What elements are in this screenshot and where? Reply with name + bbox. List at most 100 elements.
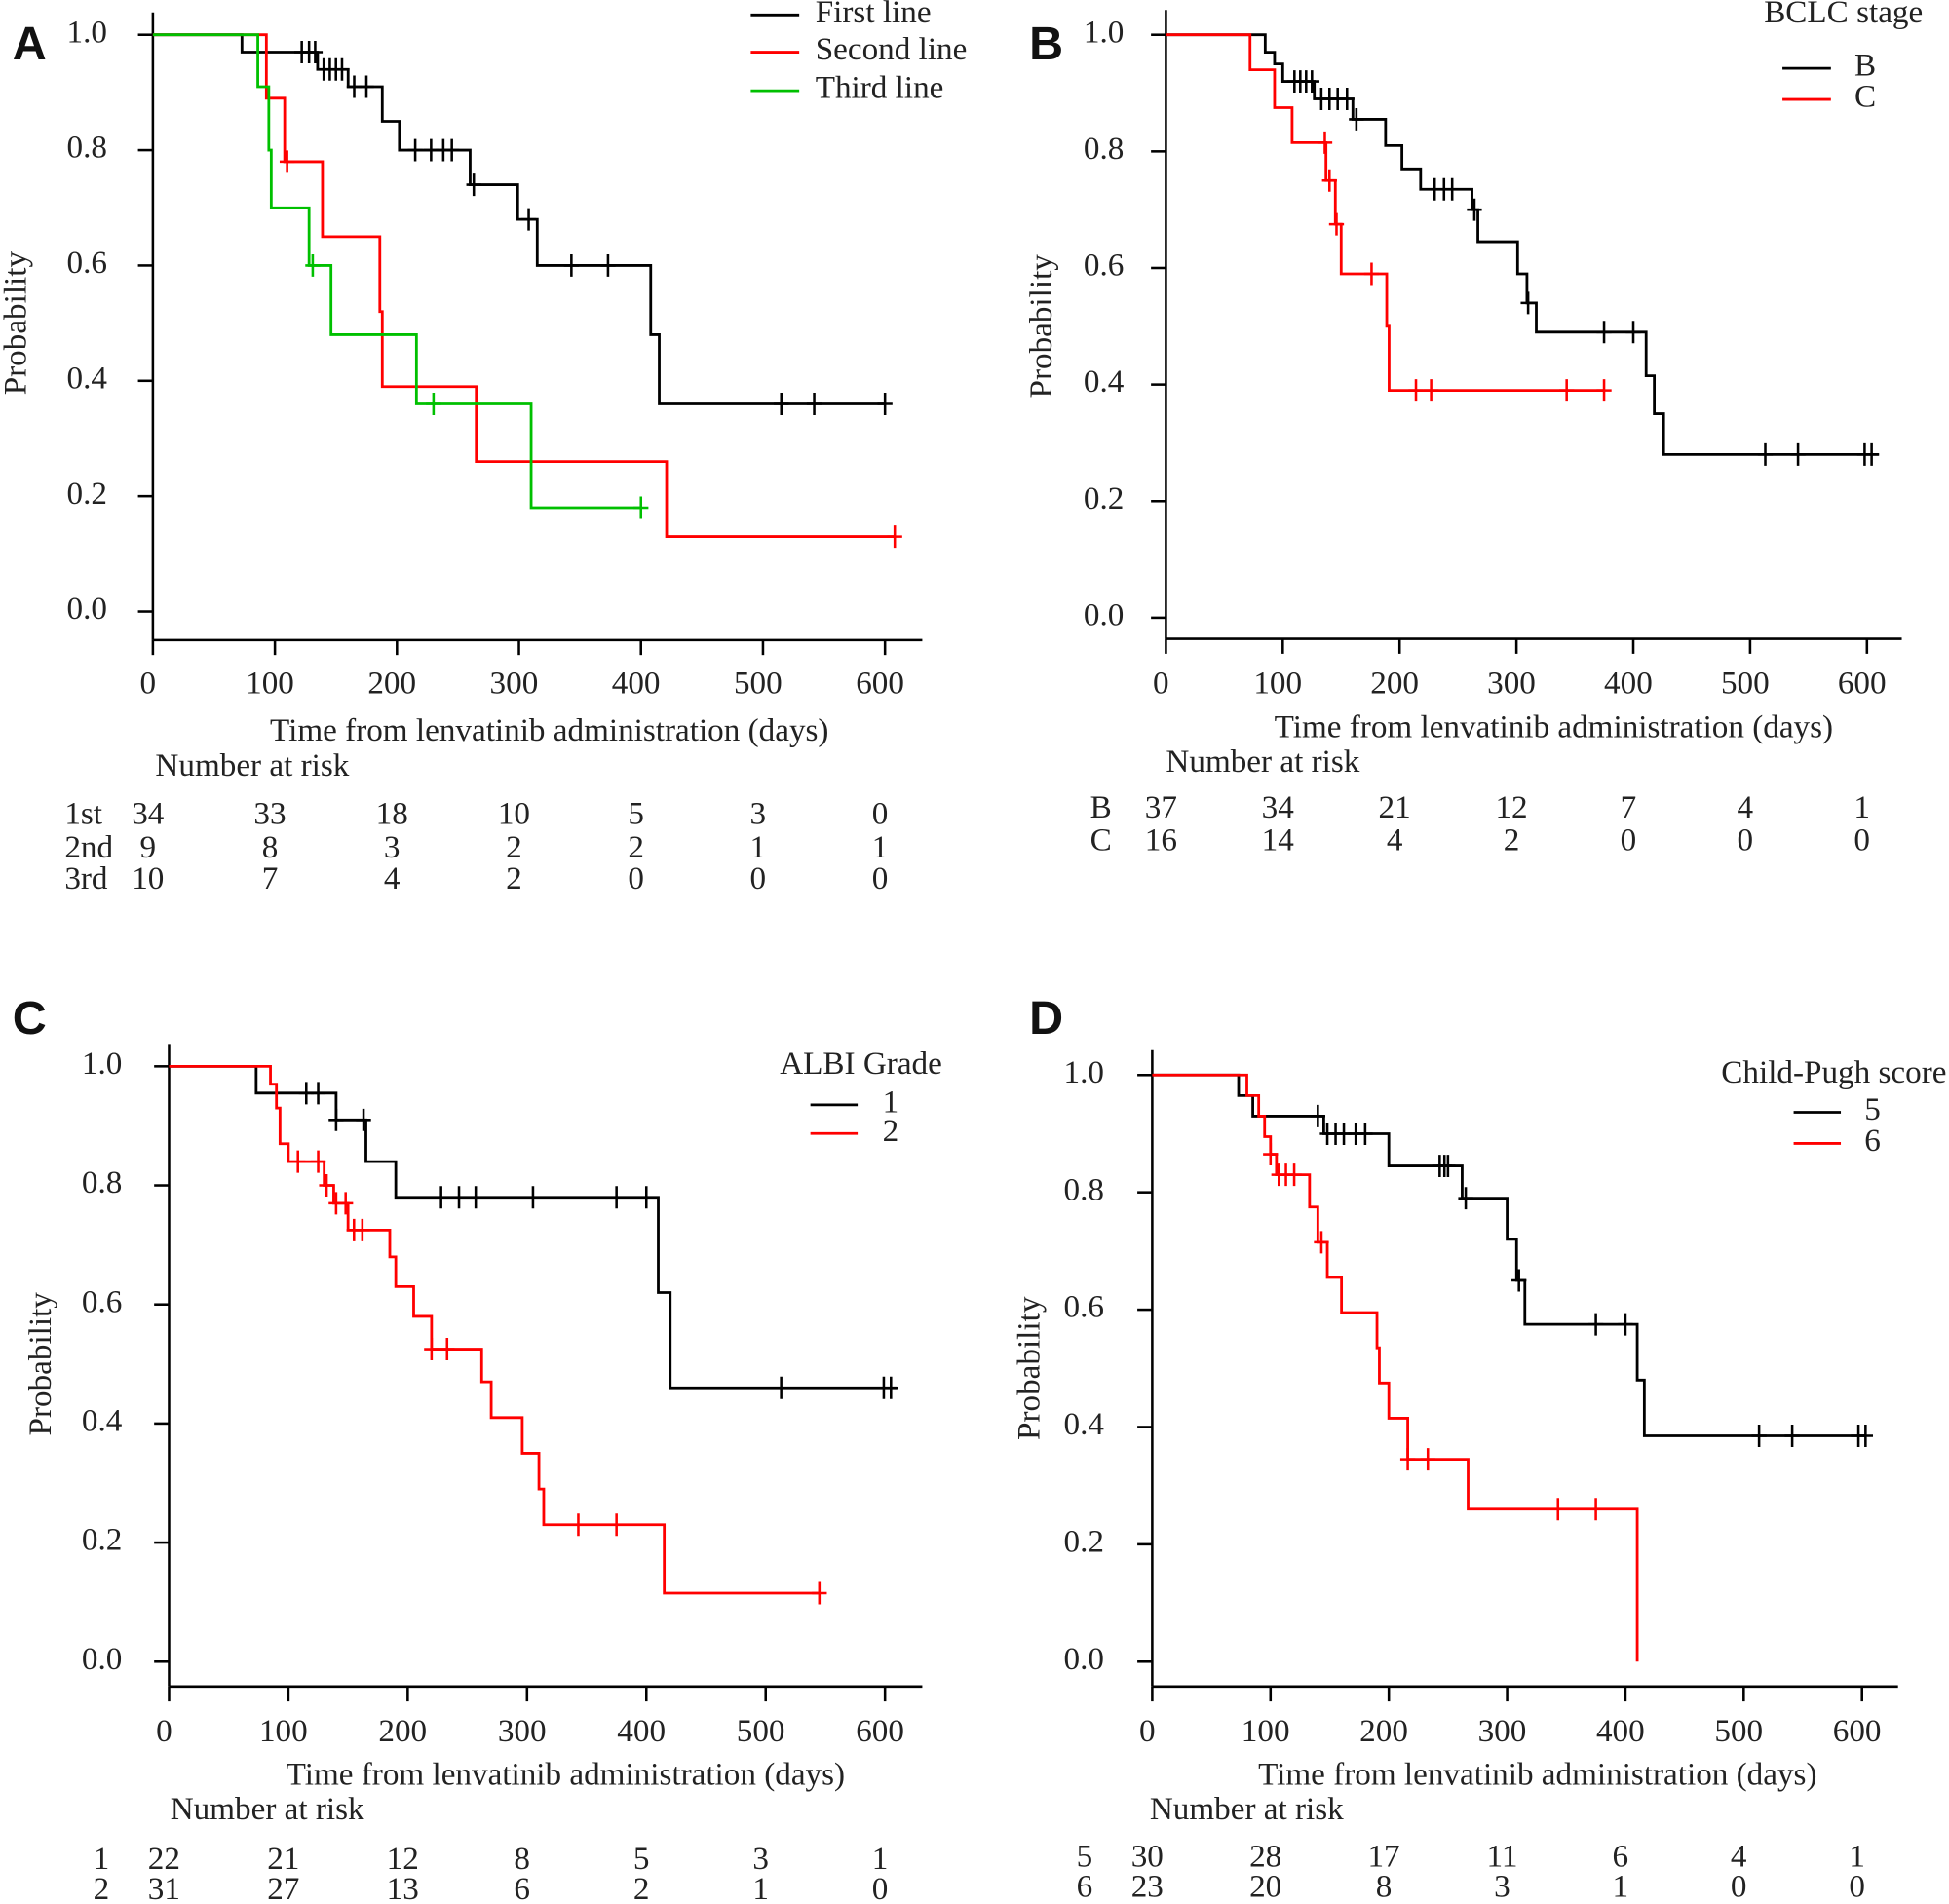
risk-row-label: C: [1090, 821, 1112, 857]
risk-value: 5: [628, 796, 644, 832]
legend-label: C: [1854, 79, 1876, 115]
y-tick-label: 0.6: [1084, 248, 1124, 284]
risk-value: 10: [132, 860, 164, 896]
risk-value: 2: [1504, 821, 1520, 857]
risk-value: 23: [1131, 1868, 1164, 1904]
risk-value: 0: [872, 796, 889, 832]
y-tick-label: 0.4: [1064, 1406, 1105, 1442]
km-curve-second-line: [152, 33, 896, 538]
risk-value: 33: [253, 796, 286, 832]
risk-value: 20: [1249, 1868, 1281, 1904]
legend-label: Second line: [816, 31, 968, 67]
censor-mark: [563, 253, 580, 277]
censor-mark: [773, 1376, 789, 1399]
risk-value: 21: [267, 1841, 299, 1877]
risk-value: 10: [498, 796, 530, 832]
panel-letter: C: [13, 992, 47, 1045]
censor-mark: [444, 138, 460, 162]
legend-label: First line: [816, 0, 932, 30]
censor-mark: [356, 1108, 371, 1131]
km-curve-2: [169, 1064, 820, 1595]
censor-mark: [1458, 1187, 1473, 1210]
censor-mark: [887, 525, 902, 549]
risk-value: 7: [1621, 789, 1637, 825]
y-axis-label: Probability: [1011, 1296, 1047, 1440]
y-tick-label: 0.8: [67, 130, 107, 166]
censor-mark: [609, 1513, 625, 1537]
censor-mark: [1757, 442, 1774, 466]
risk-value: 9: [139, 829, 156, 865]
risk-row-label: B: [1090, 789, 1112, 825]
censor-mark: [1863, 442, 1880, 466]
censor-mark: [310, 1082, 326, 1105]
x-tick-label: 400: [612, 666, 661, 702]
y-tick-label: 1.0: [1084, 14, 1124, 50]
censor-mark: [434, 1186, 449, 1209]
censor-mark: [812, 1581, 827, 1605]
risk-value: 17: [1367, 1839, 1399, 1875]
censor-mark: [520, 208, 537, 231]
risk-row-label: 1st: [64, 796, 102, 832]
x-tick-label: 200: [367, 666, 416, 702]
risk-value: 1: [1613, 1868, 1629, 1904]
y-tick-label: 0.8: [1084, 131, 1124, 167]
risk-row-label: 3rd: [64, 860, 108, 896]
risk-table-title: Number at risk: [1166, 743, 1359, 780]
censor-mark: [328, 1108, 344, 1131]
censor-mark: [1596, 379, 1612, 402]
risk-value: 0: [1738, 821, 1754, 857]
km-curve-5: [1152, 1073, 1866, 1437]
risk-value: 4: [1738, 789, 1754, 825]
risk-value: 7: [262, 860, 279, 896]
risk-value: 0: [1849, 1868, 1865, 1904]
x-tick-label: 500: [737, 1713, 785, 1749]
x-tick-label: 200: [378, 1713, 427, 1749]
y-tick-label: 0.0: [82, 1641, 122, 1677]
censor-mark: [1321, 169, 1337, 192]
x-tick-label: 200: [1370, 666, 1419, 702]
risk-row-label: 6: [1077, 1868, 1093, 1904]
x-axis-label: Time from lenvatinib administration (day…: [1275, 708, 1833, 744]
km-curve-6: [1152, 1073, 1639, 1662]
censor-mark: [1363, 262, 1380, 286]
panel-d: D0.00.20.40.60.81.00 100 200 300 400 500 600Ti…: [1011, 992, 1946, 1904]
y-tick-label: 0.2: [1064, 1523, 1104, 1559]
risk-value: 12: [387, 1841, 419, 1877]
risk-value: 8: [262, 829, 279, 865]
censor-mark: [1408, 379, 1424, 402]
censor-mark: [1520, 291, 1536, 315]
y-tick-label: 0.0: [1084, 597, 1124, 633]
y-tick-label: 0.4: [82, 1403, 123, 1439]
y-tick-label: 0.4: [67, 360, 108, 396]
x-tick-label: 500: [1714, 1713, 1763, 1749]
censor-mark: [570, 1513, 587, 1537]
risk-value: 22: [148, 1841, 180, 1877]
risk-row-label: 2nd: [64, 829, 113, 865]
x-tick-label: 400: [1604, 666, 1653, 702]
risk-value: 1: [750, 829, 767, 865]
risk-value: 2: [628, 829, 644, 865]
censor-mark: [1596, 321, 1612, 344]
risk-value: 12: [1495, 789, 1527, 825]
y-tick-label: 0.2: [1084, 480, 1124, 516]
censor-mark: [439, 1338, 455, 1361]
risk-value: 31: [148, 1871, 180, 1904]
risk-value: 0: [628, 860, 644, 896]
panel-letter: A: [13, 18, 47, 70]
risk-value: 1: [872, 829, 889, 865]
censor-mark: [1328, 212, 1345, 236]
risk-value: 8: [514, 1841, 530, 1877]
censor-mark: [1625, 321, 1641, 344]
censor-mark: [1751, 1425, 1767, 1447]
censor-mark: [1286, 1163, 1302, 1187]
risk-value: 4: [1387, 821, 1403, 857]
risk-value: 3: [752, 1841, 769, 1877]
x-axis-label: Time from lenvatinib administration (day…: [270, 712, 828, 748]
risk-value: 18: [376, 796, 408, 832]
x-tick-label: 100: [1242, 1713, 1290, 1749]
x-tick-label: 500: [1721, 666, 1770, 702]
y-tick-label: 1.0: [67, 14, 107, 50]
x-tick-label: 400: [1596, 1713, 1645, 1749]
legend-title: BCLC stage: [1764, 0, 1923, 30]
